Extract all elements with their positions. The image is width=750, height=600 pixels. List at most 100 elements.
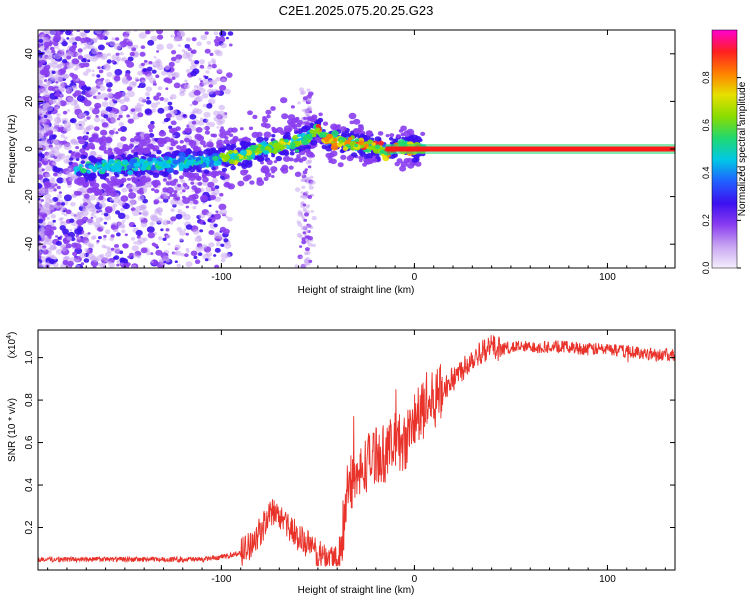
spectrogram-point: [177, 158, 183, 163]
spectrogram-point: [164, 65, 171, 71]
spectrogram-point: [63, 158, 70, 164]
spectrogram-point: [86, 218, 95, 225]
spectrogram-point: [284, 131, 291, 137]
spectrogram-point: [185, 172, 194, 179]
spectrogram-point: [46, 139, 51, 143]
spectrogram-point: [91, 48, 99, 55]
colorbar-tick-label: 0.4: [701, 167, 711, 180]
spectrogram-point: [108, 154, 115, 160]
spectrogram-point: [60, 134, 65, 138]
spectrogram-point: [210, 79, 218, 86]
spectrogram-point: [103, 257, 110, 263]
spectrogram-point: [101, 183, 107, 188]
spectrogram-point: [181, 179, 186, 184]
spectrogram-point: [46, 151, 55, 159]
spectrogram-point: [107, 92, 113, 97]
spectrogram-point: [229, 133, 234, 137]
spectrogram-point: [394, 138, 398, 142]
spectrogram-point: [171, 56, 177, 62]
spectrogram-point: [75, 264, 81, 268]
spectrogram-point: [116, 232, 121, 237]
spectrogram-point: [70, 33, 74, 37]
spectrogram-point: [190, 181, 195, 185]
spectrogram-point: [114, 68, 123, 76]
spectrogram-point: [175, 213, 183, 220]
spectrogram-point: [290, 142, 296, 147]
spectrogram-point: [155, 197, 159, 201]
spectrogram-point: [287, 114, 296, 121]
snr-y-label: SNR (10 * v/v): [7, 398, 18, 462]
spectrogram-point: [163, 155, 170, 161]
spectrogram-point: [108, 187, 116, 194]
spectrogram-point: [173, 251, 178, 255]
spectrogram-point: [364, 143, 369, 148]
spectrogram-point: [97, 44, 105, 51]
spectrogram-point: [203, 157, 208, 161]
spectrogram-point: [301, 138, 309, 146]
spectrogram-point: [91, 69, 95, 73]
spectrogram-point: [213, 213, 221, 220]
spectrogram-point: [307, 165, 312, 169]
spectrogram-point: [55, 235, 58, 238]
spectrogram-point: [179, 237, 184, 242]
spectrogram-point: [229, 43, 233, 47]
spectrogram-point: [146, 181, 150, 185]
spectrogram-point: [135, 132, 140, 136]
spectrogram-point: [126, 90, 135, 98]
spectrogram-point: [136, 163, 141, 167]
spectrogram-point: [63, 136, 68, 140]
spectrogram-point: [311, 194, 315, 197]
spectrogram-point: [232, 135, 239, 141]
spectrogram-point: [286, 142, 291, 146]
spectrogram-point: [210, 187, 216, 192]
spectrogram-point: [115, 52, 120, 56]
spectrogram-point: [106, 53, 111, 57]
spectrogram-point: [214, 264, 220, 268]
snr-series-line: [38, 335, 675, 568]
spectrogram-point: [54, 70, 60, 75]
spectrogram-point: [202, 126, 206, 130]
spectrogram-point: [306, 262, 311, 266]
spectrogram-point: [93, 257, 99, 263]
spectrogram-point: [143, 59, 148, 63]
spectrogram-point: [208, 83, 214, 88]
spectrogram-panel: -100 0 100 -40 -20 0 20 40 Height of straight …: [7, 29, 676, 296]
spectrogram-point: [230, 165, 236, 171]
spectrogram-point: [358, 155, 364, 161]
spectrogram-point: [153, 243, 159, 248]
spectrogram-point: [208, 138, 213, 142]
spectrogram-point: [294, 171, 302, 177]
spectrogram-point: [101, 212, 105, 216]
spectrogram-point: [147, 232, 155, 239]
spectrogram-point: [85, 68, 92, 73]
y-tick-label: 20: [24, 95, 35, 107]
spectrogram-point: [169, 193, 174, 197]
spectrogram-point: [158, 141, 165, 148]
spectrogram-point: [51, 226, 57, 231]
spectrogram-point: [66, 87, 73, 93]
spectrogram-point: [199, 140, 206, 146]
spectrogram-point: [135, 229, 143, 236]
spectrogram-point: [273, 160, 278, 164]
spectrogram-point: [158, 130, 167, 137]
spectrogram-point: [137, 143, 144, 149]
spectrogram-point: [199, 229, 204, 233]
spectrogram-point: [305, 121, 310, 125]
spectrogram-point: [124, 233, 128, 237]
spectrogram-point: [113, 43, 122, 50]
spectrogram-point: [145, 91, 151, 97]
spectrogram-point: [221, 167, 227, 172]
spectrogram-point: [106, 59, 112, 64]
spectrogram-point: [163, 260, 167, 264]
spectrogram-point: [315, 127, 321, 132]
spectrogram-point: [111, 224, 116, 228]
spectrogram-point: [248, 126, 254, 131]
spectrogram-point: [94, 30, 103, 35]
spectrogram-point: [155, 249, 163, 256]
spectrogram-point: [69, 157, 74, 161]
spectrogram-point: [170, 208, 175, 213]
spectrogram-point: [138, 139, 145, 145]
spectrogram-point: [74, 67, 78, 71]
spectrogram-point: [51, 150, 56, 153]
spectrogram-point: [208, 204, 212, 208]
